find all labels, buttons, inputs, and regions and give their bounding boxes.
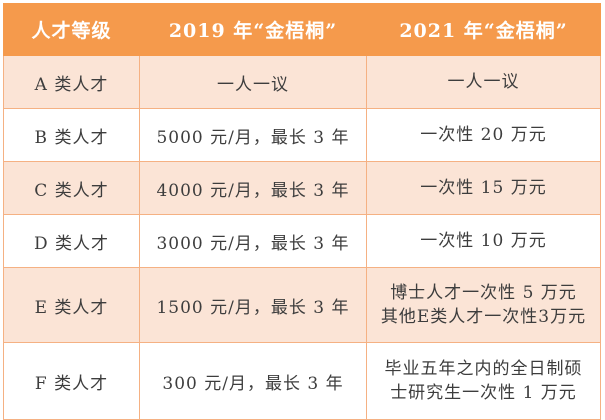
level-cell: D 类人才 — [3, 214, 140, 268]
header-2019: 2019 年“金梧桐” — [139, 3, 367, 56]
subsidy-2021-cell: 一次性 20 万元 — [366, 108, 601, 162]
subsidy-2021-line: 博士人才一次性 5 万元 — [390, 283, 577, 303]
subsidy-2021-cell: 一次性 10 万元 — [366, 214, 601, 268]
table-row: A 类人才 一人一议 一人一议 — [3, 55, 601, 109]
subsidy-2019-cell: 4000 元/月，最长 3 年 — [139, 161, 367, 215]
subsidy-2019-cell: 一人一议 — [139, 55, 367, 109]
subsidy-2021-line: 毕业五年之内的全日制硕 — [384, 359, 583, 379]
subsidy-2021-cell: 一人一议 — [366, 55, 601, 109]
table-row: C 类人才 4000 元/月，最长 3 年 一次性 15 万元 — [3, 161, 601, 215]
header-level: 人才等级 — [3, 3, 140, 56]
table-row: D 类人才 3000 元/月，最长 3 年 一次性 10 万元 — [3, 214, 601, 268]
subsidy-2021-line: 一次性 10 万元 — [420, 231, 547, 251]
subsidy-2019-cell: 3000 元/月，最长 3 年 — [139, 214, 367, 268]
table-row: E 类人才 1500 元/月，最长 3 年 博士人才一次性 5 万元 其他E类人… — [3, 267, 601, 343]
level-cell: C 类人才 — [3, 161, 140, 215]
subsidy-2021-cell: 毕业五年之内的全日制硕 士研究生一次性 1 万元 — [366, 342, 601, 420]
subsidy-2021-line: 士研究生一次性 1 万元 — [390, 383, 577, 403]
subsidy-2019-cell: 300 元/月，最长 3 年 — [139, 342, 367, 420]
level-cell: A 类人才 — [3, 55, 140, 109]
table-row: B 类人才 5000 元/月，最长 3 年 一次性 20 万元 — [3, 108, 601, 162]
subsidy-2019-cell: 1500 元/月，最长 3 年 — [139, 267, 367, 343]
subsidy-2021-line: 一次性 20 万元 — [420, 125, 547, 145]
subsidy-2021-cell: 一次性 15 万元 — [366, 161, 601, 215]
level-cell: E 类人才 — [3, 267, 140, 343]
subsidy-2021-line: 一次性 15 万元 — [420, 178, 547, 198]
header-2021: 2021 年“金梧桐” — [366, 3, 601, 56]
talent-subsidy-table: 人才等级 2019 年“金梧桐” 2021 年“金梧桐” A 类人才 一人一议 … — [3, 3, 601, 420]
header-row: 人才等级 2019 年“金梧桐” 2021 年“金梧桐” — [3, 3, 601, 56]
level-cell: B 类人才 — [3, 108, 140, 162]
level-cell: F 类人才 — [3, 342, 140, 420]
subsidy-2019-cell: 5000 元/月，最长 3 年 — [139, 108, 367, 162]
subsidy-2021-line: 其他E类人才一次性3万元 — [380, 307, 587, 327]
subsidy-2021-line: 一人一议 — [447, 72, 520, 92]
table-row: F 类人才 300 元/月，最长 3 年 毕业五年之内的全日制硕 士研究生一次性… — [3, 342, 601, 420]
subsidy-2021-cell: 博士人才一次性 5 万元 其他E类人才一次性3万元 — [366, 267, 601, 343]
